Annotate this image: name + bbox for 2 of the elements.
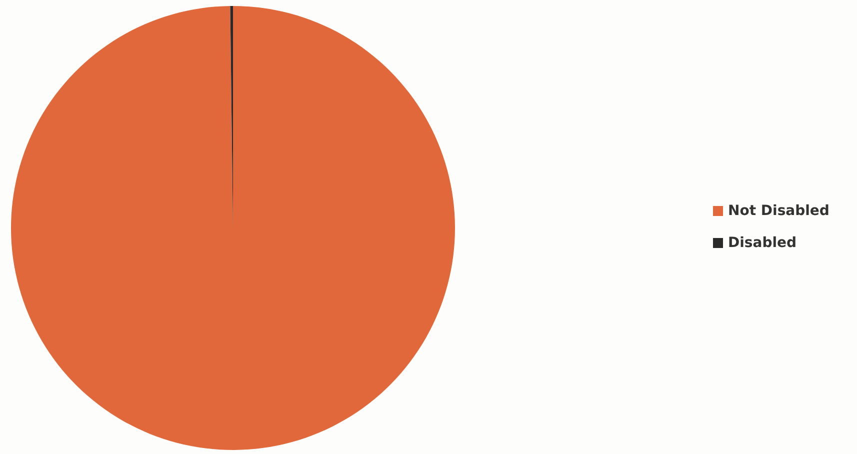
legend-label: Disabled (728, 235, 797, 251)
legend-label: Not Disabled (728, 203, 830, 219)
